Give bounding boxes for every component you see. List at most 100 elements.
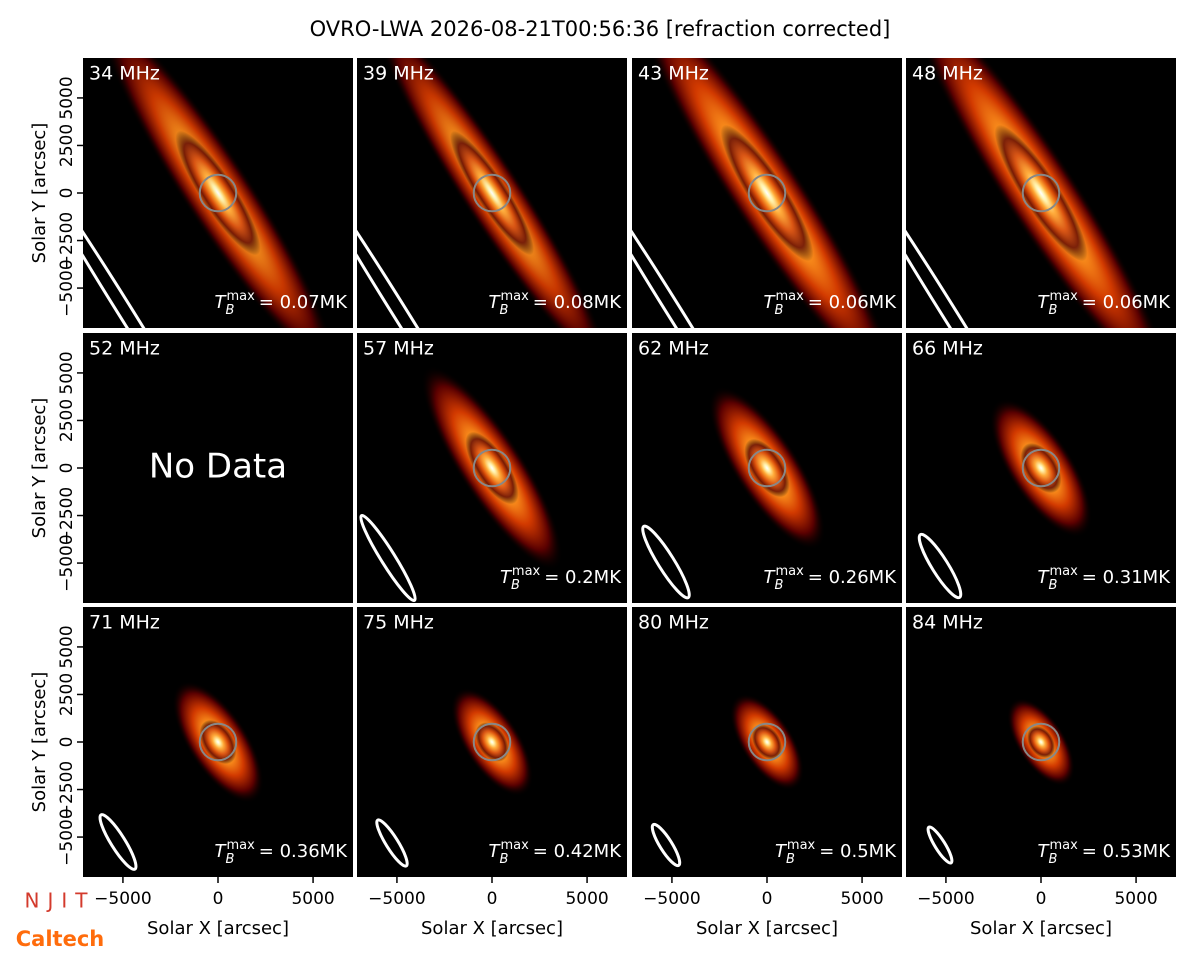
beam: [926, 825, 954, 865]
x-tick-label: 0: [213, 889, 224, 909]
tb-sup: max: [1049, 838, 1078, 853]
emission-core: [1020, 442, 1062, 494]
panel: [357, 58, 627, 328]
y-tick-label: 2500: [57, 673, 77, 716]
beam: [906, 162, 1038, 328]
y-tick-label: 2500: [57, 124, 77, 167]
tb-value: = 0.31MK: [1082, 567, 1171, 588]
tb-symbol: T: [215, 841, 228, 862]
beam: [359, 513, 417, 603]
tb-max: TBmax = 0.26MK: [764, 564, 898, 593]
x-axis-label: Solar X [arcsec]: [147, 918, 289, 939]
y-tick-label: 0: [57, 188, 77, 199]
solar-limb: [198, 173, 238, 213]
tb-sub: B: [511, 578, 520, 593]
panel-title: 39 MHz: [363, 63, 434, 85]
y-tick-label: 2500: [57, 399, 77, 442]
tb-max: TBmax = 0.36MK: [215, 838, 349, 867]
tb-max: TBmax = 0.31MK: [1038, 564, 1172, 593]
tb-symbol: T: [764, 567, 777, 588]
tb-symbol: T: [500, 567, 513, 588]
panel: [632, 333, 902, 603]
tb-sup: max: [226, 289, 255, 304]
emission-core: [465, 431, 519, 505]
beam: [83, 162, 215, 328]
tb-value: = 0.53MK: [1082, 841, 1171, 862]
tb-sub: B: [775, 303, 784, 318]
figure-title: OVRO-LWA 2026-08-21T00:56:36 [refraction…: [310, 17, 891, 41]
panel-title: 57 MHz: [363, 338, 434, 360]
panel: [357, 607, 627, 877]
beam: [357, 162, 489, 328]
tb-value: = 0.2MK: [544, 567, 622, 588]
y-tick-label: 5000: [57, 625, 77, 668]
panel: [83, 333, 353, 603]
tb-value: = 0.36MK: [259, 841, 348, 862]
y-tick-label: −2500: [57, 212, 77, 270]
x-axis-label: Solar X [arcsec]: [696, 918, 838, 939]
tb-sup: max: [1049, 564, 1078, 579]
tb-symbol: T: [775, 841, 788, 862]
x-axis-label: Solar X [arcsec]: [970, 918, 1112, 939]
tb-sub: B: [1049, 852, 1058, 867]
beam: [917, 532, 963, 600]
tb-symbol: T: [1038, 292, 1051, 313]
x-tick-label: 0: [1036, 889, 1047, 909]
emission-core: [751, 724, 783, 760]
tb-symbol: T: [1038, 567, 1051, 588]
tb-symbol: T: [1038, 841, 1051, 862]
y-tick-label: 5000: [57, 351, 77, 394]
x-axis-label: Solar X [arcsec]: [421, 918, 563, 939]
y-tick-label: −5000: [57, 534, 77, 592]
panel: [83, 58, 353, 328]
x-tick-label: 5000: [565, 889, 608, 909]
emission-core: [475, 722, 509, 762]
tb-sub: B: [1049, 578, 1058, 593]
x-tick-label: 5000: [840, 889, 883, 909]
tb-sub: B: [786, 852, 795, 867]
solar-limb: [198, 722, 238, 762]
tb-max: TBmax = 0.42MK: [489, 838, 623, 867]
tb-sup: max: [500, 289, 529, 304]
panel: [632, 58, 902, 328]
y-tick-label: −2500: [57, 761, 77, 819]
tb-value: = 0.06MK: [808, 292, 897, 313]
panel: [906, 333, 1176, 603]
y-axis-label: Solar Y [arcsec]: [29, 123, 50, 264]
y-tick-label: −5000: [57, 808, 77, 866]
logo-caltech: Caltech: [16, 927, 104, 951]
x-tick-label: 5000: [291, 889, 334, 909]
tb-sub: B: [226, 852, 235, 867]
tb-sup: max: [1049, 289, 1078, 304]
solar-limb: [472, 722, 512, 762]
beam: [375, 818, 409, 868]
panel-title: 80 MHz: [638, 612, 709, 634]
x-tick-label: 5000: [1114, 889, 1157, 909]
y-tick-label: 5000: [57, 76, 77, 119]
tb-sup: max: [775, 564, 804, 579]
tb-symbol: T: [764, 292, 777, 313]
panel-title: 62 MHz: [638, 338, 709, 360]
panel: [906, 607, 1176, 877]
panel-title: 75 MHz: [363, 612, 434, 634]
panel: [357, 333, 627, 603]
tb-sub: B: [500, 303, 509, 318]
solar-limb: [1021, 722, 1061, 762]
x-tick-label: 0: [487, 889, 498, 909]
y-axis-label: Solar Y [arcsec]: [29, 672, 50, 813]
tb-max: TBmax = 0.2MK: [500, 564, 622, 593]
tb-max: TBmax = 0.06MK: [764, 289, 898, 318]
tb-max: TBmax = 0.5MK: [775, 838, 897, 867]
panel-title: 48 MHz: [912, 63, 983, 85]
tb-max: TBmax = 0.08MK: [489, 289, 623, 318]
tb-value: = 0.06MK: [1082, 292, 1171, 313]
y-tick-label: −5000: [57, 259, 77, 317]
x-tick-label: 0: [762, 889, 773, 909]
panel-title: 43 MHz: [638, 63, 709, 85]
tb-sup: max: [787, 838, 816, 853]
panel-title: 71 MHz: [89, 612, 160, 634]
tb-value: = 0.07MK: [259, 292, 348, 313]
tb-max: TBmax = 0.06MK: [1038, 289, 1172, 318]
